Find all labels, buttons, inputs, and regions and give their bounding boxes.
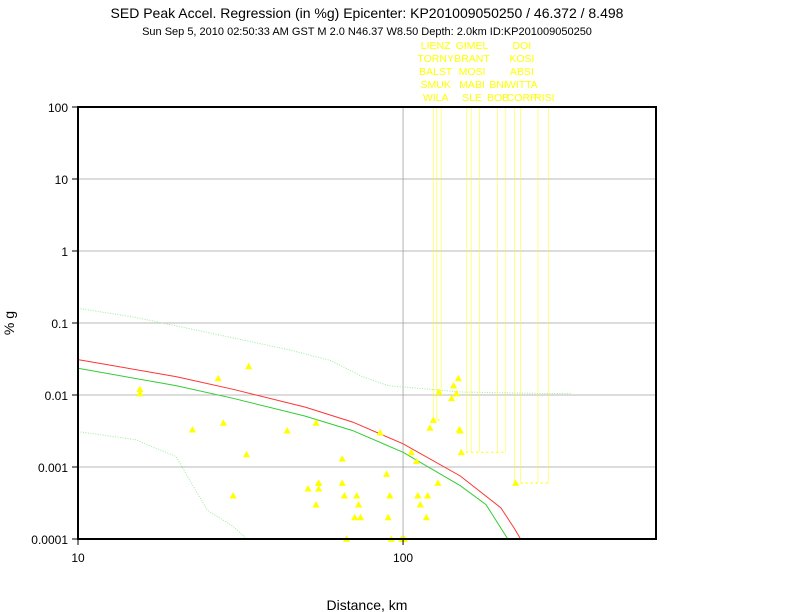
chart-subtitle: Sun Sep 5, 2010 02:50:33 AM GST M 2.0 N4… — [142, 26, 592, 38]
data-point — [452, 389, 461, 397]
data-point — [416, 501, 424, 508]
data-point — [353, 492, 361, 499]
station-label: SMUK — [421, 79, 451, 91]
x-tick-label: 100 — [393, 551, 413, 565]
data-point — [512, 479, 520, 486]
lower-bound-curve — [77, 431, 247, 540]
data-point — [283, 427, 291, 434]
y-tick-label: 100 — [48, 101, 68, 115]
y-tick-label: 0.001 — [38, 461, 68, 475]
data-point — [136, 389, 144, 397]
data-point — [188, 426, 197, 433]
station-label: TORNY — [417, 53, 454, 65]
data-point — [340, 492, 348, 499]
data-point — [454, 374, 463, 382]
station-label: BNI — [489, 79, 507, 91]
data-point — [356, 513, 365, 521]
data-point — [383, 470, 391, 477]
data-point — [338, 479, 346, 486]
data-point — [219, 419, 227, 426]
regression-curve-red — [77, 359, 522, 540]
data-point — [351, 513, 359, 521]
data-point — [435, 388, 443, 395]
data-point — [376, 429, 384, 436]
data-point — [214, 374, 222, 382]
station-label: MOSI — [459, 66, 486, 78]
data-point — [426, 424, 434, 431]
data-point — [456, 427, 464, 434]
data-point — [312, 419, 320, 426]
x-axis-label: Distance, km — [327, 597, 408, 612]
data-point — [407, 448, 415, 456]
data-point — [338, 455, 346, 462]
station-label: WITTA — [506, 79, 538, 91]
y-tick-label: 0.1 — [51, 317, 68, 331]
station-label: GIMEL — [456, 40, 489, 52]
station-leader-lines — [433, 107, 549, 484]
data-point — [229, 492, 237, 499]
station-label: BALST — [419, 66, 453, 78]
station-label: KOSI — [509, 53, 534, 65]
data-point — [386, 492, 394, 499]
y-tick-label: 10 — [55, 173, 69, 187]
data-point — [434, 479, 442, 486]
data-point — [414, 492, 422, 499]
data-point — [424, 492, 432, 499]
data-point — [245, 362, 253, 370]
data-point — [457, 448, 465, 456]
data-point — [315, 479, 323, 486]
chart-title: SED Peak Accel. Regression (in %g) Epice… — [111, 5, 624, 21]
data-point — [312, 501, 320, 508]
station-label: MABI — [459, 79, 485, 91]
x-tick-label: 10 — [71, 551, 85, 565]
data-point — [242, 450, 251, 458]
y-tick-label: 1 — [61, 245, 68, 259]
station-label: BOB — [487, 92, 509, 104]
station-label: ABSI — [510, 66, 534, 78]
y-tick-label: 0.01 — [45, 389, 69, 403]
data-point — [447, 394, 456, 402]
y-tick-label: 0.0001 — [31, 533, 68, 547]
station-label: BRANT — [454, 53, 490, 65]
y-axis-label: % g — [1, 311, 17, 335]
regression-curve-green — [77, 367, 509, 540]
data-point — [412, 457, 421, 465]
data-point — [315, 485, 323, 492]
station-label: RISI — [534, 92, 554, 104]
data-point — [384, 513, 392, 521]
data-points — [136, 362, 520, 542]
data-point — [449, 382, 458, 389]
data-point — [422, 513, 431, 521]
station-label: WILA — [423, 92, 449, 104]
regression-curves — [77, 359, 522, 540]
station-label: SLE — [462, 92, 482, 104]
data-point — [355, 501, 363, 508]
data-point — [304, 485, 312, 492]
station-label: DOI — [513, 40, 532, 52]
data-point — [429, 416, 438, 423]
station-label: LIENZ — [421, 40, 451, 52]
station-label: CORP — [507, 92, 537, 104]
data-point — [136, 385, 144, 393]
bound-curves — [77, 307, 572, 540]
